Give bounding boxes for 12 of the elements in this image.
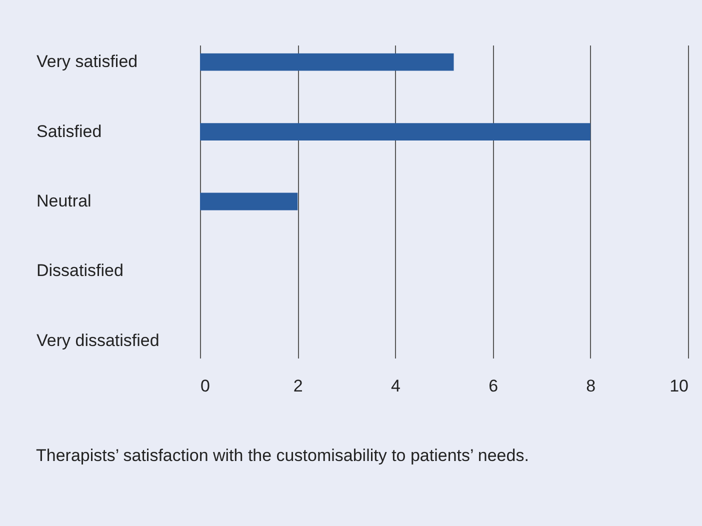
y-tick-label: Very satisfied bbox=[36, 52, 138, 72]
y-tick-label: Neutral bbox=[36, 192, 92, 210]
y-tick-label: Very dissatisfied bbox=[36, 330, 160, 350]
x-tick-label: 0 bbox=[200, 376, 210, 396]
x-tick-label: 4 bbox=[390, 376, 400, 396]
x-tick-label: 6 bbox=[488, 376, 498, 396]
y-tick-label: Satisfied bbox=[36, 122, 102, 141]
x-tick-label: 10 bbox=[670, 376, 688, 396]
x-tick-label: 2 bbox=[293, 376, 303, 396]
y-tick-label: Dissatisfied bbox=[36, 261, 124, 280]
x-tick-label: 8 bbox=[586, 376, 596, 396]
text: Therapists’ satisfaction with the customisability to patients’ needs. bbox=[36, 445, 530, 467]
